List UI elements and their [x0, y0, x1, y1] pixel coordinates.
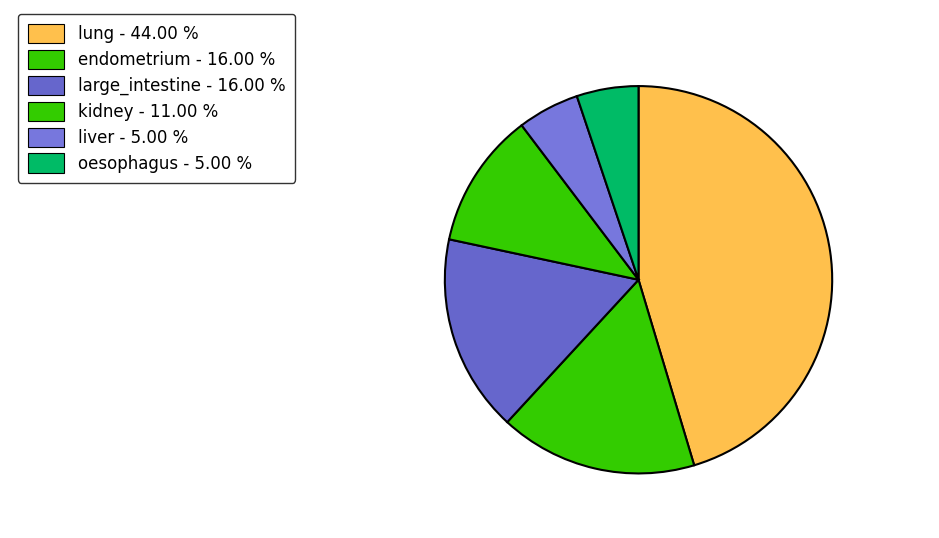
Wedge shape	[577, 86, 639, 280]
Wedge shape	[445, 239, 639, 422]
Wedge shape	[522, 96, 639, 280]
Wedge shape	[507, 280, 694, 473]
Wedge shape	[449, 125, 639, 280]
Wedge shape	[639, 86, 832, 465]
Legend: lung - 44.00 %, endometrium - 16.00 %, large_intestine - 16.00 %, kidney - 11.00: lung - 44.00 %, endometrium - 16.00 %, l…	[18, 13, 296, 183]
